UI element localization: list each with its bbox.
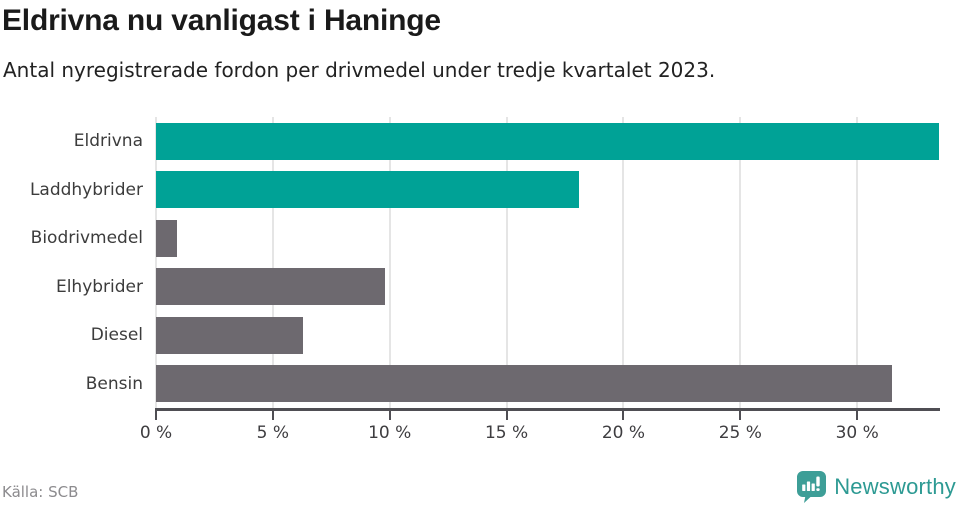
bar xyxy=(156,171,580,209)
bar-row: Diesel xyxy=(0,311,960,360)
newsworthy-logo-icon xyxy=(797,471,827,503)
gridline xyxy=(271,117,274,408)
bar-track xyxy=(156,268,939,306)
bar xyxy=(156,316,304,354)
x-tick-mark xyxy=(622,411,625,420)
x-tick-label: 0 % xyxy=(139,423,173,443)
x-axis-ticks xyxy=(155,411,939,420)
chart-title: Eldrivna nu vanligast i Haninge xyxy=(2,4,441,37)
newsworthy-brand: Newsworthy xyxy=(797,470,956,503)
gridline xyxy=(155,117,157,408)
newsworthy-brand-text: Newsworthy xyxy=(834,474,956,499)
x-tick-label: 20 % xyxy=(601,423,646,443)
bar-chart: Eldrivna Laddhybrider Biodrivmedel Elhybrid… xyxy=(0,117,960,408)
x-tick-mark xyxy=(505,411,508,420)
gridline xyxy=(739,117,742,408)
source-note: Källa: SCB xyxy=(2,483,79,501)
bar-track xyxy=(156,316,939,354)
bar-track xyxy=(156,122,939,160)
gridline xyxy=(622,117,625,408)
x-tick-label: 5 % xyxy=(256,423,290,443)
x-tick-mark xyxy=(271,411,274,420)
bar-row: Laddhybrider xyxy=(0,166,960,215)
bar xyxy=(156,219,178,257)
bar-track xyxy=(156,171,939,209)
x-tick-mark xyxy=(388,411,391,420)
gridline xyxy=(505,117,508,408)
gridlines xyxy=(155,117,939,408)
bar xyxy=(156,122,939,160)
x-tick-label: 25 % xyxy=(718,423,762,443)
bar-track xyxy=(156,365,939,403)
bar xyxy=(156,365,893,403)
x-tick-mark xyxy=(739,411,742,420)
gridline xyxy=(388,117,391,408)
bar-row: Bensin xyxy=(0,360,960,409)
gridline xyxy=(856,117,859,408)
chart-subtitle: Antal nyregistrerade fordon per drivmede… xyxy=(3,58,716,82)
x-tick-mark xyxy=(856,411,859,420)
x-tick-label: 30 % xyxy=(835,423,879,443)
x-tick-label: 10 % xyxy=(368,423,412,443)
bar xyxy=(156,268,386,306)
x-axis-tick-labels: 0 % 5 % 10 % 15 % 20 % 25 % 30 % xyxy=(140,423,939,445)
category-label: Bensin xyxy=(85,373,143,394)
bar-track xyxy=(156,219,939,257)
x-axis-line xyxy=(155,408,940,411)
bar-row: Elhybrider xyxy=(0,263,960,312)
category-label: Diesel xyxy=(90,325,143,346)
category-label: Laddhybrider xyxy=(29,179,143,200)
x-tick-label: 15 % xyxy=(484,423,529,443)
category-label: Biodrivmedel xyxy=(30,228,143,249)
bar-row: Biodrivmedel xyxy=(0,214,960,263)
bar-row: Eldrivna xyxy=(0,117,960,166)
category-label: Eldrivna xyxy=(73,131,143,152)
category-label: Elhybrider xyxy=(55,276,143,297)
x-tick-mark xyxy=(155,411,157,420)
